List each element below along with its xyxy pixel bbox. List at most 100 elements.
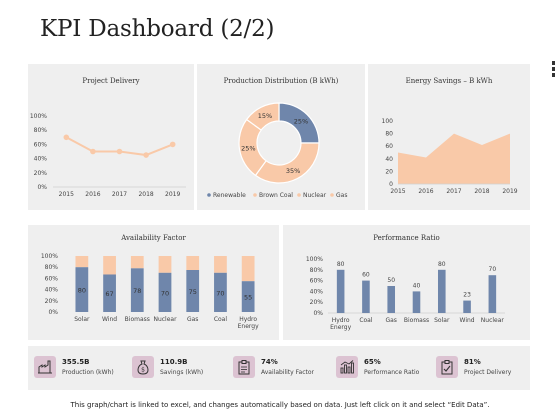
bar-value: [75, 267, 89, 312]
y-tick-label: 0: [389, 181, 393, 188]
legend-label: Brown Coal: [259, 192, 293, 199]
y-tick-label: 0%: [48, 309, 58, 316]
x-tick-label: 2016: [85, 191, 100, 198]
x-tick-label: Nuclear: [153, 316, 177, 323]
y-tick-label: 60%: [34, 141, 48, 148]
page-title: KPI Dashboard (2/2): [40, 16, 275, 42]
data-point: [90, 148, 96, 155]
y-tick-label: 80%: [34, 127, 48, 134]
data-label: 70: [161, 289, 169, 297]
kpi-value: 65%: [364, 358, 381, 366]
data-label: 67: [105, 290, 113, 298]
factory-icon: [34, 356, 56, 378]
x-tick-label: 2018: [474, 188, 489, 195]
x-tick-label: Gas: [385, 317, 396, 324]
y-tick-label: 20: [385, 168, 393, 175]
slice-label: 35%: [286, 167, 300, 175]
data-label: 23: [463, 292, 471, 299]
data-label: 50: [387, 277, 395, 284]
data-label: 60: [362, 272, 370, 279]
x-tick-label: 2018: [138, 191, 153, 198]
x-tick-label: 2016: [418, 188, 433, 195]
y-tick-label: 100%: [306, 256, 323, 263]
data-point: [143, 152, 149, 158]
bar: [437, 269, 446, 313]
kpi-value: 74%: [261, 358, 278, 366]
y-tick-label: 60%: [45, 275, 59, 282]
slice-label: 25%: [294, 118, 308, 126]
kpi-value: 81%: [464, 358, 481, 366]
production-distribution-panel: Production Distribution (B kWh) 25% 35% 25…: [197, 64, 365, 210]
x-tick-label: Biomass: [404, 317, 429, 324]
energy-savings-title: Energy Savings – B kWh: [405, 77, 493, 85]
bar: [362, 280, 370, 313]
bar-value: [103, 274, 116, 312]
bar-chart-icon: [336, 356, 358, 378]
x-tick-label: Gas: [187, 316, 198, 323]
availability-factor-panel: Availability Factor 0% 20% 40% 60% 80% 100% 80…: [28, 225, 279, 340]
kpi-strip: 355.5B Production (kWh) $ 110.9B Savings…: [28, 346, 530, 390]
bar-value: [214, 272, 227, 312]
bar: [488, 275, 497, 313]
y-tick-label: 60%: [310, 278, 324, 285]
legend-marker: [330, 193, 334, 197]
slice-label: 15%: [258, 112, 272, 120]
performance-ratio-title: Performance Ratio: [373, 234, 440, 242]
x-tick-label: 2015: [59, 191, 74, 198]
svg-text:$: $: [141, 367, 145, 374]
legend-label: Gas: [336, 192, 347, 199]
bar-value: [130, 268, 144, 312]
bar-remainder: [130, 256, 144, 269]
kpi-label: Savings (kWh): [160, 369, 204, 376]
x-tick-label: Coal: [359, 317, 373, 324]
y-tick-label: 40: [385, 156, 393, 163]
y-tick-label: 100%: [41, 253, 58, 260]
energy-savings-panel: Energy Savings – B kWh 0 20 40 60 80 100 2015 2…: [368, 64, 530, 210]
bar-value: [186, 270, 200, 312]
data-point: [63, 134, 70, 141]
x-tick-label: 2015: [390, 188, 405, 195]
production-distribution-title: Production Distribution (B kWh): [223, 77, 339, 85]
x-tick-label: 2017: [446, 188, 461, 195]
data-point: [116, 148, 123, 155]
y-tick-label: 100: [382, 118, 394, 125]
data-point: [169, 141, 176, 148]
production-distribution-chart: 25% 35% 25% 15% Renewable Brown Coal Nuclear Ga…: [207, 102, 347, 199]
x-tick-label: Hydro: [239, 316, 257, 323]
x-tick-label: Solar: [74, 316, 90, 323]
clipboard-check-icon: [436, 356, 458, 378]
bar-value: [158, 272, 172, 312]
edge-mark: [552, 67, 555, 71]
availability-factor-title: Availability Factor: [121, 234, 186, 242]
availability-factor-chart: 0% 20% 40% 60% 80% 100% 80 Solar 67 Wind 78 Biomass…: [41, 253, 259, 330]
data-label: 80: [78, 287, 86, 295]
x-tick-label: Hydro: [332, 317, 350, 324]
bar-remainder: [186, 256, 200, 270]
kpi-label: Production (kWh): [62, 369, 114, 376]
x-tick-label: Wind: [102, 316, 117, 323]
x-tick-label: Energy: [238, 323, 259, 330]
y-tick-label: 80%: [45, 264, 59, 271]
project-delivery-chart: 0% 20% 40% 60% 80% 100% 2015 2016 2017 2018 2019: [30, 113, 186, 198]
footer-note: This graph/chart is linked to excel, and…: [70, 401, 490, 409]
legend-marker: [253, 193, 257, 197]
bar: [412, 291, 421, 313]
x-tick-label: 2017: [112, 191, 127, 198]
y-tick-label: 0%: [37, 184, 47, 191]
bar-remainder: [241, 256, 255, 282]
bar-remainder: [75, 256, 89, 268]
slice-label: 25%: [241, 144, 255, 152]
slice-gas: [245, 102, 280, 131]
x-tick-label: Nuclear: [481, 317, 505, 324]
x-tick-label: Coal: [214, 316, 228, 323]
x-tick-label: Energy: [330, 324, 351, 331]
y-tick-label: 20%: [310, 299, 324, 306]
data-label: 55: [244, 294, 252, 302]
performance-ratio-panel: Performance Ratio 0% 20% 40% 60% 80% 100% 80 Hy…: [283, 225, 530, 340]
bar-remainder: [214, 256, 227, 273]
edge-mark: [552, 73, 555, 77]
bar: [463, 300, 471, 313]
data-label: 80: [337, 261, 345, 268]
kpi-value: 110.9B: [160, 358, 188, 366]
